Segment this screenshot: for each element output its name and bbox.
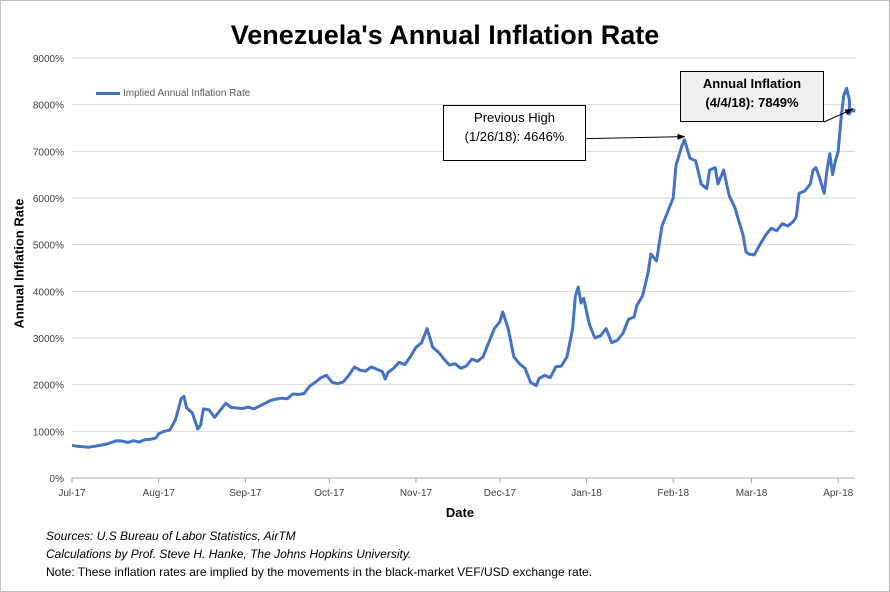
previous-high-callout: Previous High (1/26/18): 4646% <box>443 105 586 161</box>
method-note: Note: These inflation rates are implied … <box>46 565 593 579</box>
current-inflation-title: Annual Inflation <box>702 76 802 91</box>
previous-high-title: Previous High <box>474 110 555 125</box>
y-tick-label: 3000% <box>33 334 64 345</box>
x-tick-label: Dec-17 <box>484 488 517 499</box>
y-axis-ticks: 0% 1000% 2000% 3000% 4000% 5000% 6000% 7000% 800… <box>33 54 64 485</box>
y-axis-label: Annual Inflation Rate <box>11 198 27 329</box>
y-tick-label: 0% <box>50 474 65 485</box>
annotation-arrow <box>585 133 686 140</box>
annotation-arrow <box>823 108 854 123</box>
sources-note: Sources: U.S Bureau of Labor Statistics,… <box>46 529 296 543</box>
y-tick-label: 4000% <box>33 287 64 298</box>
grid-lines <box>72 57 855 479</box>
y-tick-label: 7000% <box>33 147 64 158</box>
y-tick-label: 9000% <box>33 54 64 65</box>
x-tick-label: Jul-17 <box>58 488 86 499</box>
x-tick-label: Jan-18 <box>571 488 602 499</box>
legend-swatch <box>96 92 120 95</box>
annotation-arrows <box>585 108 854 140</box>
x-tick-label: Feb-18 <box>657 488 689 499</box>
chart-title: Venezuela's Annual Inflation Rate <box>230 20 660 50</box>
x-tick-label: Oct-17 <box>314 488 344 499</box>
legend: Implied Annual Inflation Rate <box>96 88 250 99</box>
y-tick-label: 5000% <box>33 241 64 252</box>
x-tick-label: Mar-18 <box>736 488 768 499</box>
x-tick-label: Sep-17 <box>229 488 262 499</box>
y-tick-label: 6000% <box>33 194 64 205</box>
current-inflation-callout: Annual Inflation (4/4/18): 7849% <box>680 71 824 122</box>
y-tick-label: 8000% <box>33 101 64 112</box>
y-tick-label: 2000% <box>33 381 64 392</box>
current-inflation-value: (4/4/18): 7849% <box>705 95 799 110</box>
series-line-implied-inflation <box>71 86 856 449</box>
y-tick-label: 1000% <box>33 427 64 438</box>
x-axis-label: Date <box>445 505 475 520</box>
previous-high-value: (1/26/18): 4646% <box>464 129 565 144</box>
x-tick-label: Apr-18 <box>823 488 853 499</box>
x-tick-label: Nov-17 <box>400 488 433 499</box>
x-tick-label: Aug-17 <box>143 488 176 499</box>
x-axis-ticks: Jul-17 Aug-17 Sep-17 Oct-17 Nov-17 Dec-17 Jan-… <box>58 478 854 499</box>
calculations-note: Calculations by Prof. Steve H. Hanke, Th… <box>46 547 412 561</box>
legend-label: Implied Annual Inflation Rate <box>123 88 251 99</box>
footnotes: Sources: U.S Bureau of Labor Statistics,… <box>46 527 592 581</box>
